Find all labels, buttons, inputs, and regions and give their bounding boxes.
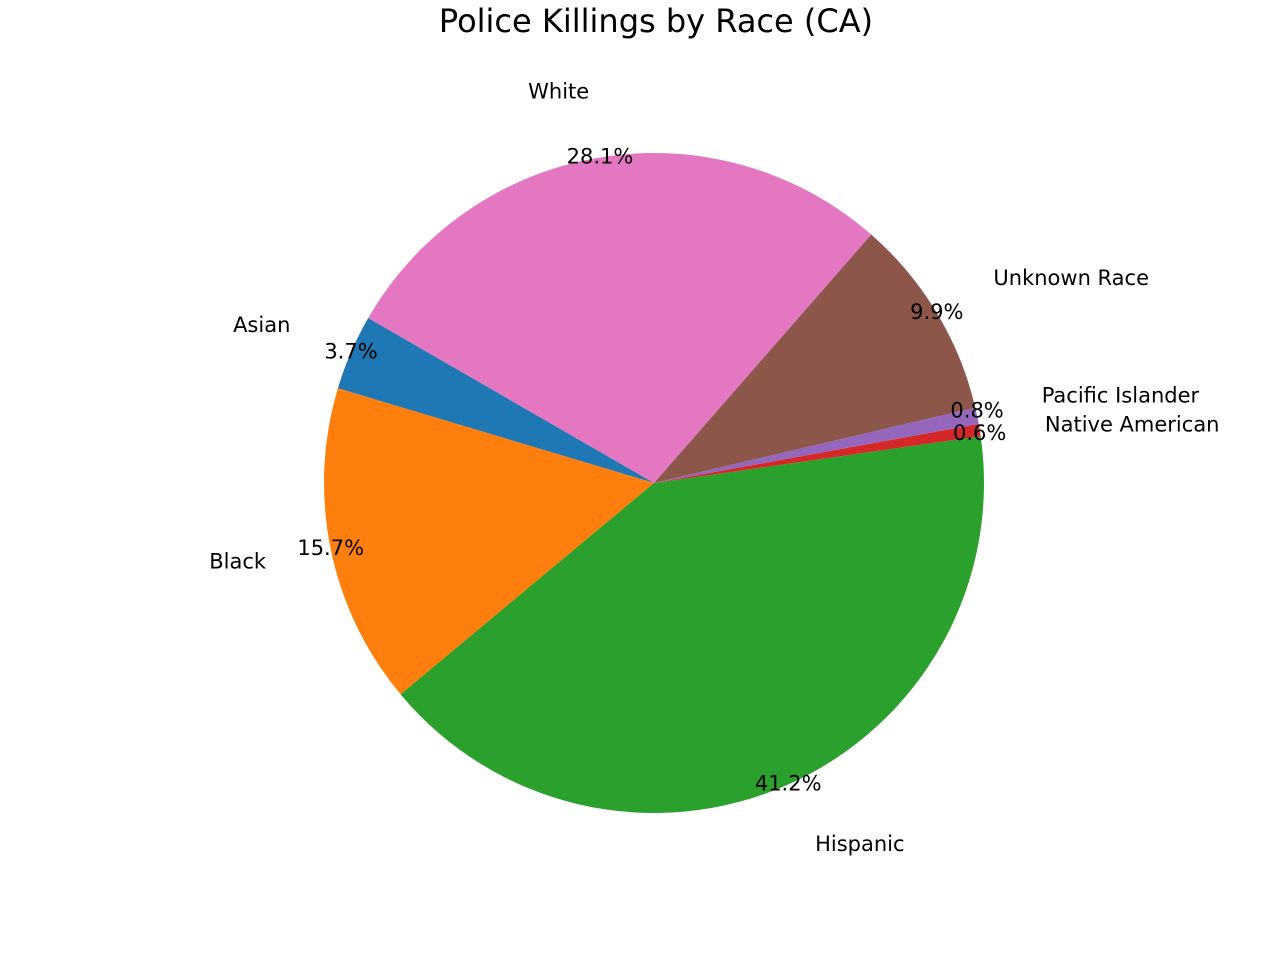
pie-slice-native-american [654,423,981,483]
pie-slice-black [324,388,654,695]
pie-slice-hispanic [400,436,985,814]
slice-label-hispanic: Hispanic [815,832,904,856]
percent-label-black: 15.7% [297,536,364,560]
slice-label-black: Black [209,550,267,574]
percent-label-unknown-race: 9.9% [910,300,963,324]
slice-label-pacific-islander: Pacific Islander [1042,383,1200,407]
percent-label-asian: 3.7% [324,339,377,363]
percent-label-hispanic: 41.2% [755,772,822,796]
pie-slice-pacific-islander [654,407,979,483]
pie-labels: Asian 3.7% Black 15.7% Hispanic 41.2% Native A… [209,79,1220,856]
slice-label-native-american: Native American [1045,412,1220,436]
pie-slice-asian [337,318,654,483]
pie-slices [324,153,985,814]
pie-slice-unknown-race [654,234,976,483]
chart-title: Police Killings by Race (CA) [439,2,873,40]
percent-label-white: 28.1% [567,145,634,169]
slice-label-white: White [528,79,589,103]
percent-label-pacific-islander: 0.8% [950,399,1003,423]
percent-label-native-american: 0.6% [953,421,1006,445]
slice-label-asian: Asian [233,313,290,337]
pie-slice-white [368,153,872,483]
slice-label-unknown-race: Unknown Race [993,266,1149,290]
